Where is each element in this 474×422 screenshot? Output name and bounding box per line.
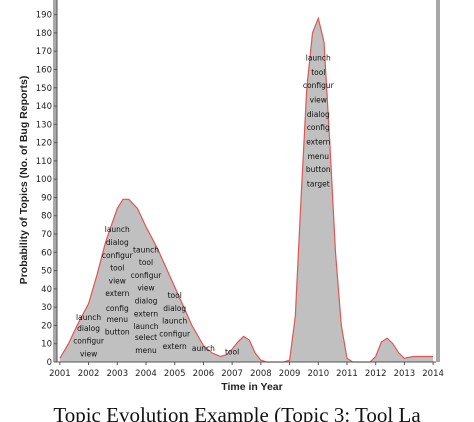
topic-word-label: menu [107, 315, 129, 324]
topic-word-label: menu [308, 152, 330, 161]
topic-word-label: button [105, 328, 130, 337]
y-axis-ticks: 0 10 20 30 40 50 60 70 80 90 100 110 120 130 140 150 160… [36, 11, 57, 368]
topic-word-label: view [310, 95, 327, 104]
x-axis-title: Time in Year [221, 381, 282, 393]
y-tick-label: 90 [41, 194, 52, 204]
topic-word-label: launch [133, 322, 158, 331]
x-tick-label: 2014 [422, 369, 444, 379]
topic-word-label: config [307, 123, 330, 132]
topic-word-label: aunch [192, 344, 215, 353]
topic-word-label: tool [225, 348, 239, 357]
topic-word-label: extern [134, 309, 158, 318]
y-tick-label: 10 [41, 340, 52, 350]
topic-word-label: target [307, 180, 330, 189]
x-tick-label: 2003 [106, 369, 128, 379]
topic-word-label: tool [139, 258, 153, 267]
chart-frame-right [436, 0, 440, 362]
y-tick-label: 80 [41, 212, 52, 222]
topic-word-label: view [109, 276, 126, 285]
topic-word-label: taunch [133, 245, 159, 254]
topic-word-label: launch [76, 313, 101, 322]
x-tick-label: 2008 [250, 369, 272, 379]
topic-word-label: launch [105, 225, 130, 234]
topic-word-label: view [137, 284, 154, 293]
y-tick-label: 180 [36, 29, 52, 39]
y-tick-label: 100 [36, 175, 52, 185]
y-tick-label: 60 [41, 248, 52, 258]
topic-word-label: dialog [163, 304, 186, 313]
topic-word-label: configur [159, 329, 191, 338]
topic-word-label: tool [110, 264, 124, 273]
x-tick-label: 2002 [78, 369, 100, 379]
topic-word-label: launch [162, 317, 187, 326]
topic-word-label: configur [102, 251, 134, 260]
topic-word-label: view [80, 350, 97, 359]
y-tick-label: 150 [36, 84, 52, 94]
topic-word-label: extern [105, 289, 129, 298]
y-tick-label: 30 [41, 303, 52, 313]
x-axis-ticks: 2001 2002 2003 2004 2005 2006 2007 2008 2009 2010… [49, 362, 444, 379]
y-tick-label: 190 [36, 11, 52, 21]
topic-word-label: dialog [307, 110, 330, 119]
y-tick-label: 20 [41, 321, 52, 331]
x-tick-label: 2011 [336, 369, 358, 379]
topic-word-label: tool [168, 291, 182, 300]
topic-word-label: dialog [77, 324, 100, 333]
topic-word-label: configur [73, 337, 105, 346]
topic-word-label: extern [306, 137, 330, 146]
y-tick-label: 140 [36, 102, 52, 112]
topic-word-label: select [135, 333, 157, 342]
topic-word-label: extern [163, 342, 187, 351]
y-tick-label: 0 [47, 358, 52, 368]
figure-caption: Topic Evolution Example (Topic 3: Tool L… [53, 405, 421, 422]
y-tick-label: 40 [41, 285, 52, 295]
topic-word-label: config [106, 304, 129, 313]
topic-word-label: dialog [106, 238, 129, 247]
topic-word-label: button [306, 165, 331, 174]
topic-word-labels: launch dialog configur view launch dialog conf… [73, 53, 334, 358]
x-tick-label: 2006 [193, 369, 215, 379]
topic-word-label: configur [303, 81, 335, 90]
topic-word-label: launch [306, 53, 331, 62]
y-tick-label: 70 [41, 230, 52, 240]
y-tick-label: 130 [36, 120, 52, 130]
x-tick-label: 2005 [164, 369, 186, 379]
topic-word-label: tool [311, 68, 325, 77]
y-tick-label: 110 [36, 157, 52, 167]
x-tick-label: 2004 [135, 369, 157, 379]
y-tick-label: 120 [36, 139, 52, 149]
x-tick-label: 2012 [365, 369, 387, 379]
y-axis-title: Probability of Topics (No. of Bug Report… [18, 76, 30, 285]
x-tick-label: 2007 [221, 369, 243, 379]
x-tick-label: 2001 [49, 369, 71, 379]
topic-word-label: dialog [135, 297, 158, 306]
x-tick-label: 2009 [279, 369, 301, 379]
x-tick-label: 2013 [394, 369, 416, 379]
chart-frame-left [53, 0, 57, 362]
y-tick-label: 170 [36, 47, 52, 57]
topic-word-label: menu [135, 346, 157, 355]
area-fill-0 [59, 18, 434, 363]
topic-word-label: configur [131, 271, 163, 280]
x-tick-label: 2010 [307, 369, 329, 379]
y-tick-label: 50 [41, 267, 52, 277]
y-tick-label: 160 [36, 66, 52, 76]
